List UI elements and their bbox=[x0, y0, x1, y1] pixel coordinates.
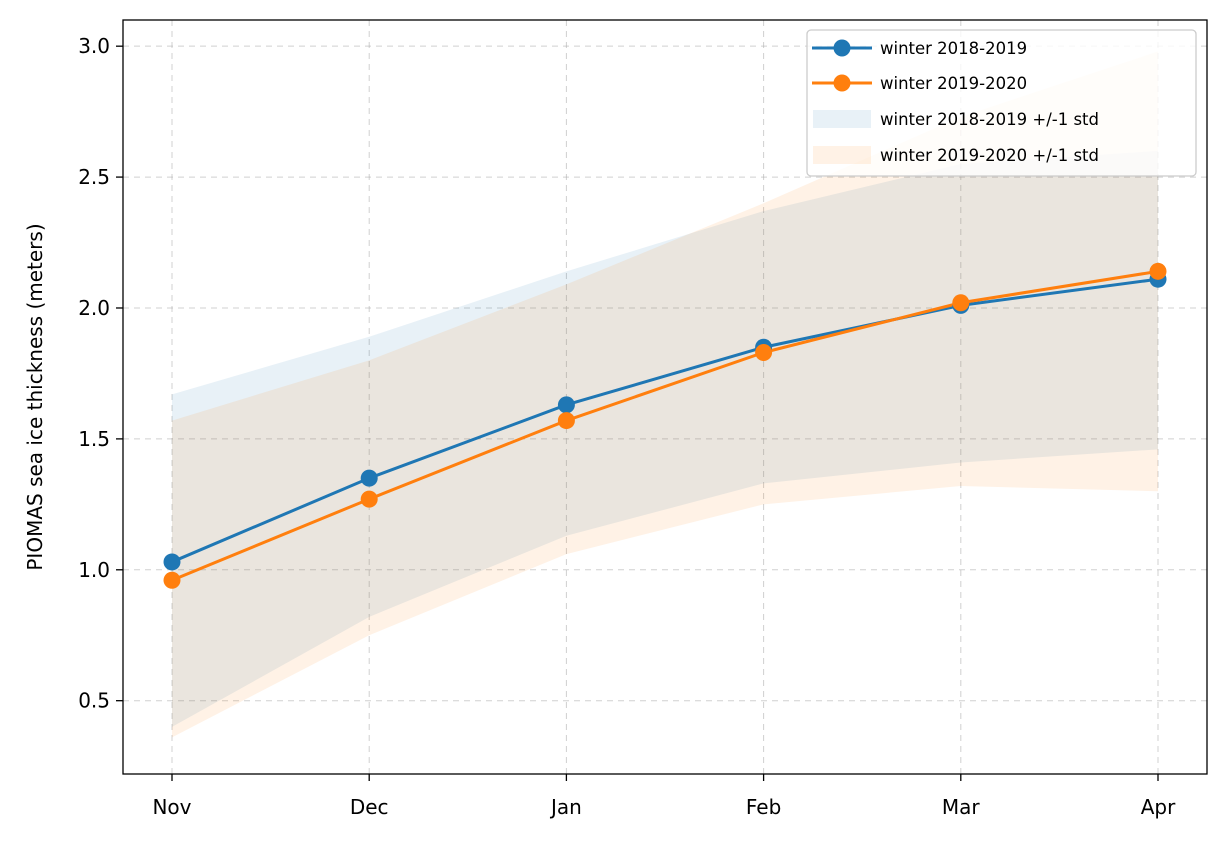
y-tick-label: 2.5 bbox=[78, 165, 110, 189]
data-point bbox=[755, 343, 773, 361]
data-point bbox=[557, 412, 575, 430]
std-band bbox=[172, 150, 1158, 727]
series-line bbox=[171, 269, 1159, 582]
x-tick-label: Apr bbox=[1141, 795, 1176, 819]
x-axis-ticks: Nov Dec Jan Feb Mar Apr bbox=[152, 774, 1176, 819]
series-lines bbox=[171, 269, 1159, 582]
std-band bbox=[172, 51, 1158, 738]
legend-marker-swatch bbox=[833, 74, 851, 92]
legend-marker-swatch bbox=[833, 39, 851, 57]
y-tick-label: 3.0 bbox=[78, 34, 110, 58]
legend-band-swatch bbox=[813, 110, 871, 128]
plot-frame bbox=[122, 19, 1208, 775]
y-tick-label: 0.5 bbox=[78, 689, 110, 713]
data-point bbox=[163, 553, 181, 571]
data-point bbox=[952, 294, 970, 312]
data-point bbox=[1149, 262, 1167, 280]
legend-label: winter 2018-2019 +/-1 std bbox=[880, 110, 1099, 129]
series-line bbox=[171, 277, 1159, 564]
y-tick-label: 2.0 bbox=[78, 296, 110, 320]
x-tick-label: Mar bbox=[942, 795, 981, 819]
y-tick-label: 1.0 bbox=[78, 558, 110, 582]
x-tick-label: Jan bbox=[549, 795, 582, 819]
data-point bbox=[360, 469, 378, 487]
y-tick-label: 1.5 bbox=[78, 427, 110, 451]
data-point bbox=[557, 396, 575, 414]
std-bands bbox=[172, 51, 1158, 738]
legend-label: winter 2018-2019 bbox=[880, 39, 1027, 58]
data-point bbox=[360, 490, 378, 508]
legend: winter 2018-2019 winter 2019-2020 winter 2… bbox=[806, 29, 1197, 177]
legend-box bbox=[806, 29, 1197, 177]
series-markers bbox=[163, 262, 1167, 589]
y-axis-ticks: 0.5 1.0 1.5 2.0 2.5 3.0 bbox=[78, 34, 123, 713]
y-axis-label: PIOMAS sea ice thickness (meters) bbox=[23, 223, 47, 570]
data-point bbox=[163, 571, 181, 589]
x-tick-label: Dec bbox=[350, 795, 389, 819]
legend-band-swatch bbox=[813, 146, 871, 164]
x-tick-label: Nov bbox=[152, 795, 191, 819]
legend-label: winter 2019-2020 +/-1 std bbox=[880, 146, 1099, 165]
x-tick-label: Feb bbox=[746, 795, 781, 819]
legend-label: winter 2019-2020 bbox=[880, 74, 1027, 93]
